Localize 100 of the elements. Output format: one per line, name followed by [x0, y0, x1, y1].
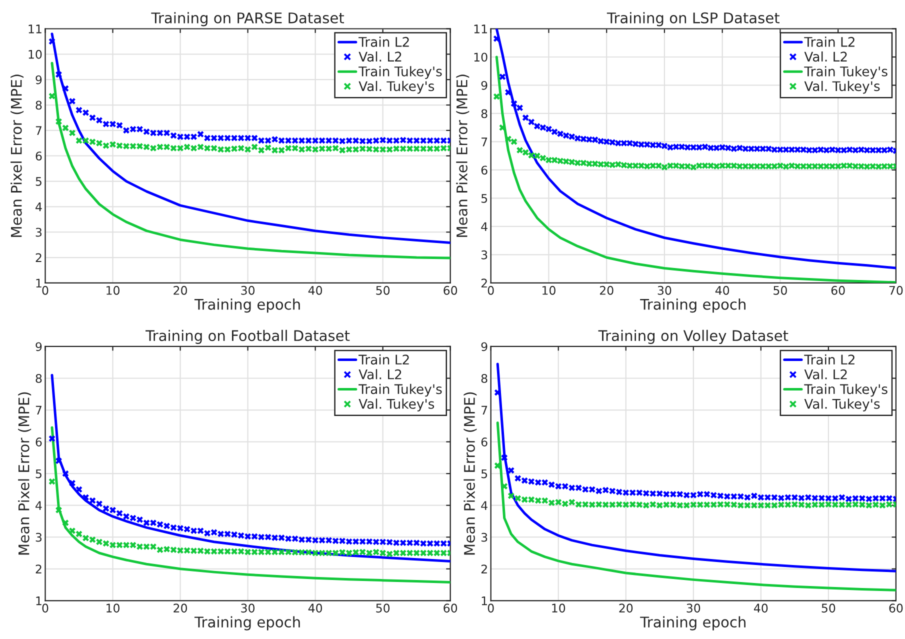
- line-series: [50, 62, 450, 260]
- x-tick-label: 40: [715, 286, 730, 295]
- y-tick-label: 6: [36, 152, 42, 160]
- x-tick-label: 60: [889, 604, 903, 613]
- y-tick-label: 8: [36, 100, 42, 110]
- y-tick-label: 9: [481, 80, 488, 90]
- point: [508, 466, 515, 474]
- x-tick-label: 20: [600, 286, 614, 295]
- legend-label: Train L2: [804, 36, 854, 47]
- legend-label: Train Tukey's: [804, 66, 888, 79]
- point: [48, 92, 56, 100]
- legend-label: Val. L2: [804, 51, 847, 62]
- point: [68, 129, 76, 136]
- x-axis-title: Training epoch: [194, 298, 300, 313]
- legend-label: Val. L2: [358, 51, 402, 62]
- y-tick-label: 1: [482, 596, 487, 606]
- legend-label: Train Tukey's: [804, 384, 888, 397]
- point: [55, 118, 62, 126]
- legend-label: Val. Tukey's: [804, 80, 880, 94]
- x-tick-label: 10: [552, 604, 566, 613]
- x-tick-label: 30: [241, 604, 255, 613]
- x-tick-label: 40: [754, 604, 768, 613]
- chart-title: Training on Football Dataset: [146, 330, 350, 344]
- y-axis-title: Mean Pixel Error (MPE): [456, 74, 470, 237]
- x-tick-label: 10: [106, 286, 120, 295]
- x-tick-label: 0: [488, 286, 494, 295]
- x-tick-label: 70: [889, 286, 903, 295]
- point: [48, 38, 56, 45]
- y-tick-label: 10: [28, 50, 42, 59]
- y-tick-label: 8: [481, 374, 488, 383]
- y-tick-label: 7: [36, 406, 42, 415]
- y-tick-label: 5: [481, 469, 488, 478]
- x-tick-label: 60: [444, 604, 458, 613]
- y-tick-label: 4: [36, 202, 42, 212]
- point: [494, 389, 502, 396]
- x-tick-label: 60: [831, 286, 845, 295]
- y-tick-label: 1: [36, 596, 42, 606]
- y-tick-label: 6: [481, 438, 488, 446]
- x-tick-label: 20: [174, 286, 188, 295]
- point: [68, 480, 76, 487]
- x-tick-label: 40: [308, 604, 322, 613]
- x-tick-label: 20: [619, 604, 633, 613]
- y-tick-label: 9: [481, 342, 488, 352]
- y-axis-title: Mean Pixel Error (MPE): [464, 392, 477, 555]
- y-tick-label: 11: [474, 24, 487, 34]
- point: [62, 124, 70, 132]
- y-tick-label: 3: [36, 532, 42, 542]
- x-tick-label: 50: [774, 286, 787, 295]
- y-tick-label: 4: [36, 501, 42, 510]
- y-tick-label: 3: [481, 250, 488, 260]
- line-series: [496, 421, 896, 592]
- x-axis-title: Training epoch: [640, 298, 746, 313]
- y-tick-label: 2: [36, 564, 42, 574]
- chart-title: Training on Volley Dataset: [598, 330, 788, 344]
- x-tick-label: 0: [42, 604, 48, 613]
- y-tick-label: 7: [482, 138, 488, 146]
- point: [62, 519, 70, 526]
- point: [75, 486, 83, 493]
- y-tick-label: 1: [36, 278, 42, 288]
- legend-label: Train L2: [358, 354, 409, 365]
- y-tick-label: 4: [481, 501, 488, 510]
- x-axis-title: Training epoch: [640, 616, 746, 630]
- y-axis-title: Mean Pixel Error (MPE): [10, 74, 24, 237]
- y-tick-label: 5: [36, 469, 42, 478]
- point: [48, 435, 56, 442]
- y-axis-title: Mean Pixel Error (MPE): [18, 392, 32, 555]
- x-tick-label: 50: [376, 604, 390, 613]
- y-tick-label: 2: [481, 564, 487, 574]
- x-tick-label: 50: [822, 604, 836, 613]
- chart-title: Training on LSP Dataset: [606, 12, 780, 26]
- point: [48, 478, 56, 486]
- y-tick-label: 5: [481, 194, 488, 203]
- y-tick-label: 3: [36, 228, 42, 237]
- x-tick-label: 0: [488, 604, 494, 613]
- y-tick-label: 2: [481, 278, 487, 288]
- line-series: [50, 426, 450, 584]
- legend-label: Train Tukey's: [358, 66, 442, 79]
- x-tick-label: 50: [376, 286, 390, 295]
- point: [55, 70, 62, 78]
- y-tick-label: 4: [481, 222, 488, 231]
- y-tick-label: 6: [36, 438, 42, 446]
- legend-label: Val. Tukey's: [358, 80, 434, 94]
- legend-label: Val. L2: [804, 369, 847, 380]
- legend-label: Train Tukey's: [358, 384, 442, 397]
- x-tick-label: 60: [444, 286, 458, 295]
- x-tick-label: 30: [686, 604, 700, 613]
- x-tick-label: 40: [308, 286, 322, 295]
- point: [55, 457, 62, 464]
- chart-title: Training on PARSE Dataset: [151, 12, 344, 26]
- y-tick-label: 11: [28, 24, 42, 34]
- x-tick-label: 30: [241, 286, 255, 295]
- y-tick-label: 10: [474, 52, 488, 62]
- legend-label: Val. L2: [358, 369, 402, 380]
- y-tick-label: 9: [36, 75, 42, 84]
- point: [500, 454, 508, 462]
- y-tick-label: 5: [36, 177, 42, 186]
- legend-label: Val. Tukey's: [358, 398, 434, 412]
- y-tick-label: 8: [36, 374, 42, 383]
- line-series: [50, 32, 450, 244]
- x-axis-title: Training epoch: [194, 616, 300, 630]
